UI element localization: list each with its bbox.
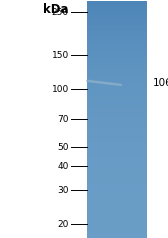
Text: 250: 250 (52, 8, 69, 17)
Text: 70: 70 (57, 115, 69, 124)
Text: 30: 30 (57, 186, 69, 195)
Text: 150: 150 (52, 51, 69, 60)
Text: 40: 40 (57, 162, 69, 171)
Text: kDa: kDa (43, 3, 69, 15)
Text: 50: 50 (57, 143, 69, 152)
Text: 100: 100 (52, 85, 69, 94)
Text: 20: 20 (57, 220, 69, 229)
Text: 106kDa: 106kDa (153, 78, 168, 88)
